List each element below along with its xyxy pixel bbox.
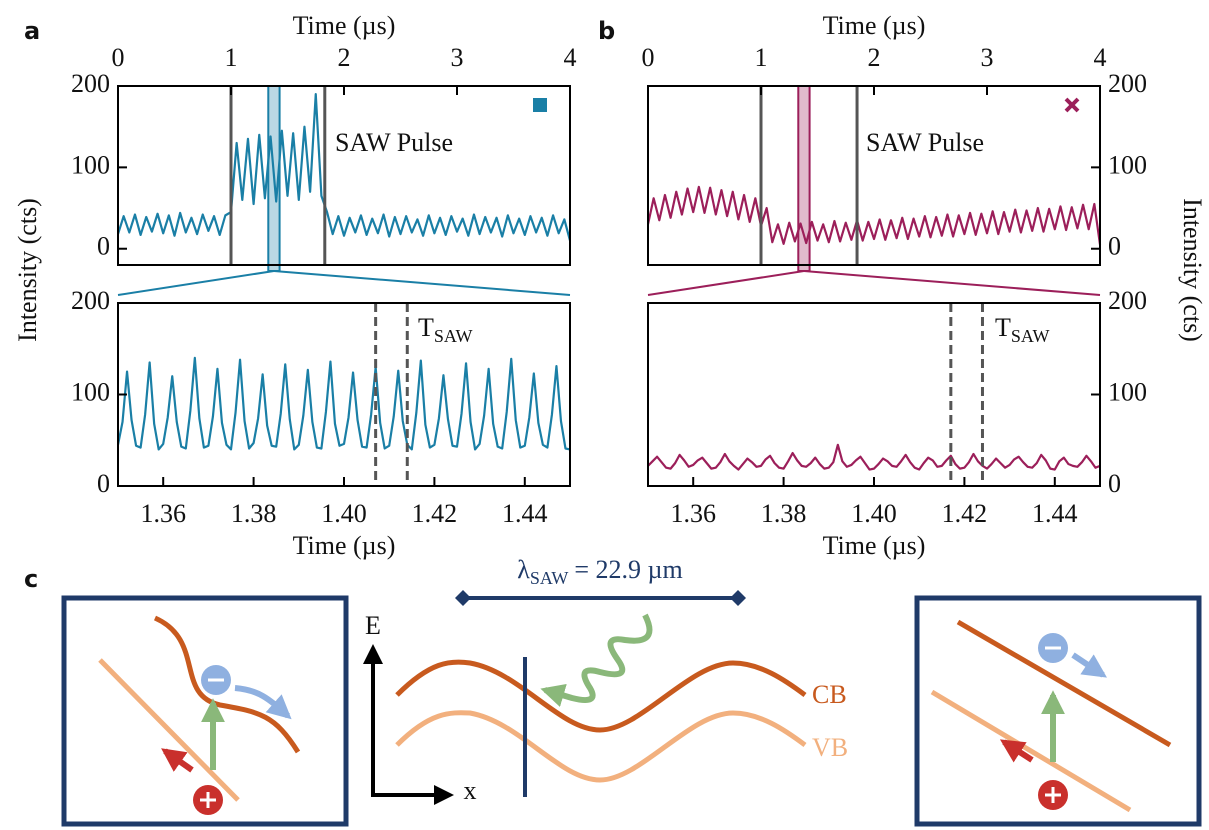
data-line	[646, 185, 1102, 245]
y-tick-label: 100	[1108, 150, 1147, 179]
plot-frame	[117, 302, 571, 487]
y-tick-label: 100	[71, 150, 110, 179]
y-tick-label: 100	[1108, 377, 1147, 406]
x-tick-label: 4	[1094, 43, 1107, 72]
y-tick-label: 200	[1108, 286, 1147, 315]
y-axis-label: Intensity (cts)	[13, 198, 42, 342]
x-tick-label: 2	[338, 43, 351, 72]
y-tick-label: 0	[1108, 469, 1121, 498]
annotation-main: T	[995, 313, 1011, 342]
y-tick-label: 200	[71, 286, 110, 315]
x-tick-label: 3	[981, 43, 994, 72]
x-tick-label: 1.42	[412, 499, 458, 528]
axis-label: E	[365, 611, 381, 640]
plot-frame	[117, 85, 571, 266]
valence-band	[930, 689, 1132, 813]
diagram: c λSAW = 22.9 µm E x CB VB	[24, 555, 1202, 827]
x-tick-label: 4	[564, 43, 577, 72]
x-tick-label: 0	[112, 43, 125, 72]
x-tick-label: 0	[642, 43, 655, 72]
y-tick-label: 100	[71, 377, 110, 406]
box	[914, 595, 1202, 827]
axis-label: x	[464, 776, 477, 805]
conduction-band	[956, 619, 1172, 748]
marker-symbol	[533, 98, 547, 112]
x-tick-label: 3	[451, 43, 464, 72]
band-label: VB	[812, 733, 848, 762]
panel-label: b	[598, 17, 615, 45]
zoom-connector	[117, 270, 275, 296]
valence-band	[395, 710, 807, 783]
x-tick-label: 1.38	[761, 499, 807, 528]
x-tick-label: 1.42	[942, 499, 988, 528]
zoom-connector	[647, 270, 805, 296]
x-tick-label: 1	[225, 43, 238, 72]
x-axis-label: Time (µs)	[293, 11, 396, 40]
y-tick-label: 0	[97, 232, 110, 261]
wavelength-label: λSAW = 22.9 µm	[517, 555, 683, 588]
arrow	[999, 739, 1034, 763]
x-axis-label: Time (µs)	[823, 531, 926, 560]
x-tick-label: 1.40	[851, 499, 897, 528]
arrow	[161, 748, 194, 773]
data-line	[116, 356, 571, 451]
zoom-connector	[803, 270, 1101, 296]
data-line	[116, 93, 572, 241]
photon	[540, 613, 653, 707]
x-tick-label: 1.44	[502, 499, 548, 528]
highlight-band	[797, 85, 811, 272]
annotation: SAW Pulse	[335, 128, 453, 157]
annotation: TSAW	[418, 313, 472, 346]
panel-label: a	[24, 17, 40, 45]
x-tick-label: 1.36	[140, 499, 186, 528]
y-tick-label: 200	[1108, 69, 1147, 98]
y-axis-label: Intensity (cts)	[1178, 198, 1207, 342]
y-tick-label: 200	[71, 69, 110, 98]
band-label: CB	[812, 680, 847, 709]
x-tick-label: 2	[868, 43, 881, 72]
zoom-connector	[273, 270, 571, 296]
x-axis-label: Time (µs)	[293, 531, 396, 560]
marker-symbol	[1064, 97, 1080, 113]
annotation-sub: SAW	[434, 326, 473, 346]
x-tick-label: 1.36	[670, 499, 716, 528]
annotation-main: T	[418, 313, 434, 342]
x-tick-label: 1	[755, 43, 768, 72]
arrow	[1071, 652, 1107, 678]
y-tick-label: 0	[97, 469, 110, 498]
annotation: SAW Pulse	[866, 128, 984, 157]
y-tick-label: 0	[1108, 232, 1121, 261]
x-axis-label: Time (µs)	[823, 11, 926, 40]
x-tick-label: 1.38	[231, 499, 277, 528]
box	[61, 595, 349, 827]
annotation: TSAW	[995, 313, 1049, 346]
valence-band	[98, 658, 240, 802]
x-tick-label: 1.40	[321, 499, 367, 528]
symbol: λ	[517, 555, 530, 584]
subscript: SAW	[530, 568, 569, 588]
arrow	[234, 685, 292, 720]
value: = 22.9 µm	[574, 555, 682, 584]
data-line	[647, 443, 1101, 471]
x-tick-label: 1.44	[1032, 499, 1078, 528]
annotation-sub: SAW	[1011, 326, 1050, 346]
panel-label: c	[24, 565, 38, 593]
conduction-band	[395, 659, 807, 733]
